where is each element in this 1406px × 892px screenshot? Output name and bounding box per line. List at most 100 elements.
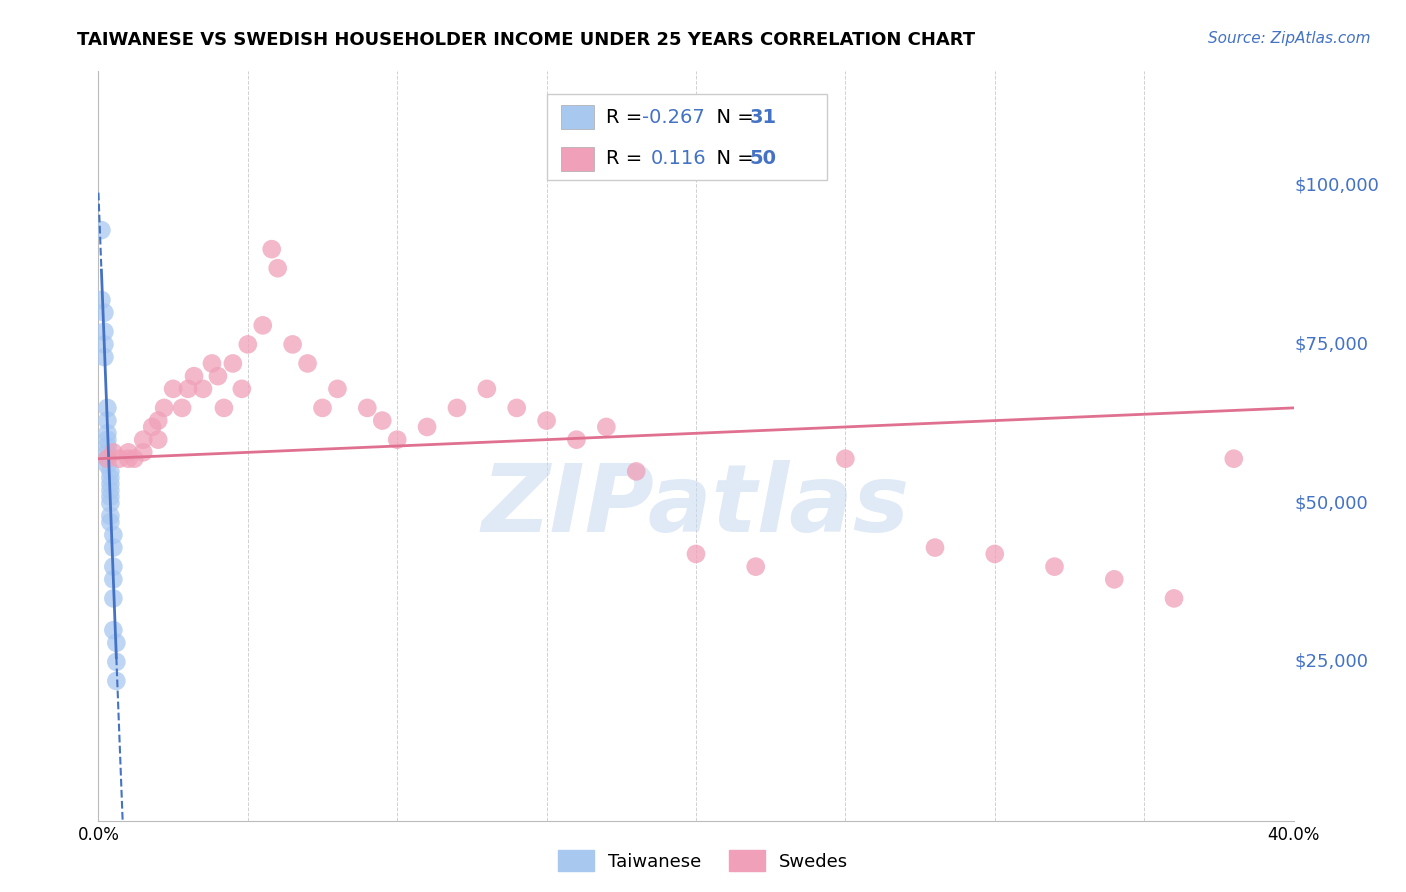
Point	[984, 547, 1007, 561]
Text: R =: R =	[606, 108, 648, 127]
Point	[260, 242, 283, 256]
Point	[90, 223, 112, 237]
Point	[356, 401, 378, 415]
Point	[93, 306, 115, 320]
Point	[252, 318, 274, 333]
Point	[222, 356, 245, 370]
Point	[311, 401, 333, 415]
Point	[96, 439, 118, 453]
Text: Source: ZipAtlas.com: Source: ZipAtlas.com	[1208, 31, 1371, 46]
Point	[98, 496, 122, 510]
Point	[153, 401, 176, 415]
Point	[96, 451, 118, 466]
Point	[212, 401, 235, 415]
Text: $25,000: $25,000	[1295, 653, 1368, 671]
Point	[1223, 451, 1246, 466]
Point	[103, 528, 125, 542]
Point	[96, 445, 118, 459]
Point	[506, 401, 529, 415]
Point	[98, 477, 122, 491]
Point	[148, 433, 170, 447]
Text: N =: N =	[704, 149, 761, 168]
Point	[124, 451, 146, 466]
Point	[565, 433, 588, 447]
Point	[96, 458, 118, 472]
Point	[93, 325, 115, 339]
Point	[1104, 572, 1126, 586]
Point	[105, 673, 128, 688]
Point	[231, 382, 253, 396]
Point	[98, 483, 122, 498]
Point	[90, 293, 112, 307]
Point	[105, 655, 128, 669]
Point	[103, 541, 125, 555]
Point	[103, 591, 125, 606]
Point	[297, 356, 319, 370]
Bar	[561, 105, 595, 129]
Point	[172, 401, 194, 415]
Text: 50: 50	[749, 149, 776, 168]
Point	[191, 382, 214, 396]
Text: $75,000: $75,000	[1295, 335, 1368, 353]
Point	[93, 337, 115, 351]
FancyBboxPatch shape	[547, 94, 827, 180]
Point	[475, 382, 498, 396]
Point	[385, 433, 409, 447]
Point	[207, 369, 229, 384]
Point	[103, 572, 125, 586]
Point	[326, 382, 349, 396]
Point	[96, 433, 118, 447]
Point	[267, 261, 290, 276]
Point	[132, 433, 155, 447]
Text: R =: R =	[606, 149, 655, 168]
Point	[924, 541, 946, 555]
Point	[177, 382, 200, 396]
Text: $100,000: $100,000	[1295, 177, 1379, 194]
Point	[103, 445, 125, 459]
Bar	[561, 146, 595, 170]
Point	[371, 414, 394, 428]
Point	[96, 451, 118, 466]
Legend: Taiwanese, Swedes: Taiwanese, Swedes	[551, 843, 855, 879]
Point	[117, 445, 139, 459]
Point	[626, 464, 648, 478]
Point	[96, 414, 118, 428]
Point	[162, 382, 184, 396]
Point	[117, 451, 139, 466]
Text: ZIPatlas: ZIPatlas	[482, 460, 910, 552]
Point	[281, 337, 304, 351]
Point	[183, 369, 205, 384]
Point	[685, 547, 707, 561]
Point	[1043, 559, 1066, 574]
Text: 0.116: 0.116	[651, 149, 706, 168]
Point	[98, 490, 122, 504]
Point	[96, 426, 118, 441]
Point	[536, 414, 558, 428]
Text: TAIWANESE VS SWEDISH HOUSEHOLDER INCOME UNDER 25 YEARS CORRELATION CHART: TAIWANESE VS SWEDISH HOUSEHOLDER INCOME …	[77, 31, 976, 49]
Point	[98, 471, 122, 485]
Point	[236, 337, 259, 351]
Point	[98, 515, 122, 529]
Point	[103, 559, 125, 574]
Point	[132, 445, 155, 459]
Text: N =: N =	[704, 108, 761, 127]
Point	[96, 401, 118, 415]
Point	[1163, 591, 1185, 606]
Point	[103, 623, 125, 637]
Point	[745, 559, 768, 574]
Point	[141, 420, 163, 434]
Point	[108, 451, 131, 466]
Text: -0.267: -0.267	[643, 108, 704, 127]
Point	[98, 464, 122, 478]
Point	[416, 420, 439, 434]
Point	[98, 508, 122, 523]
Point	[201, 356, 224, 370]
Point	[148, 414, 170, 428]
Text: $50,000: $50,000	[1295, 494, 1368, 512]
Text: 31: 31	[749, 108, 778, 127]
Point	[93, 350, 115, 364]
Point	[446, 401, 468, 415]
Point	[834, 451, 856, 466]
Point	[595, 420, 617, 434]
Point	[105, 636, 128, 650]
